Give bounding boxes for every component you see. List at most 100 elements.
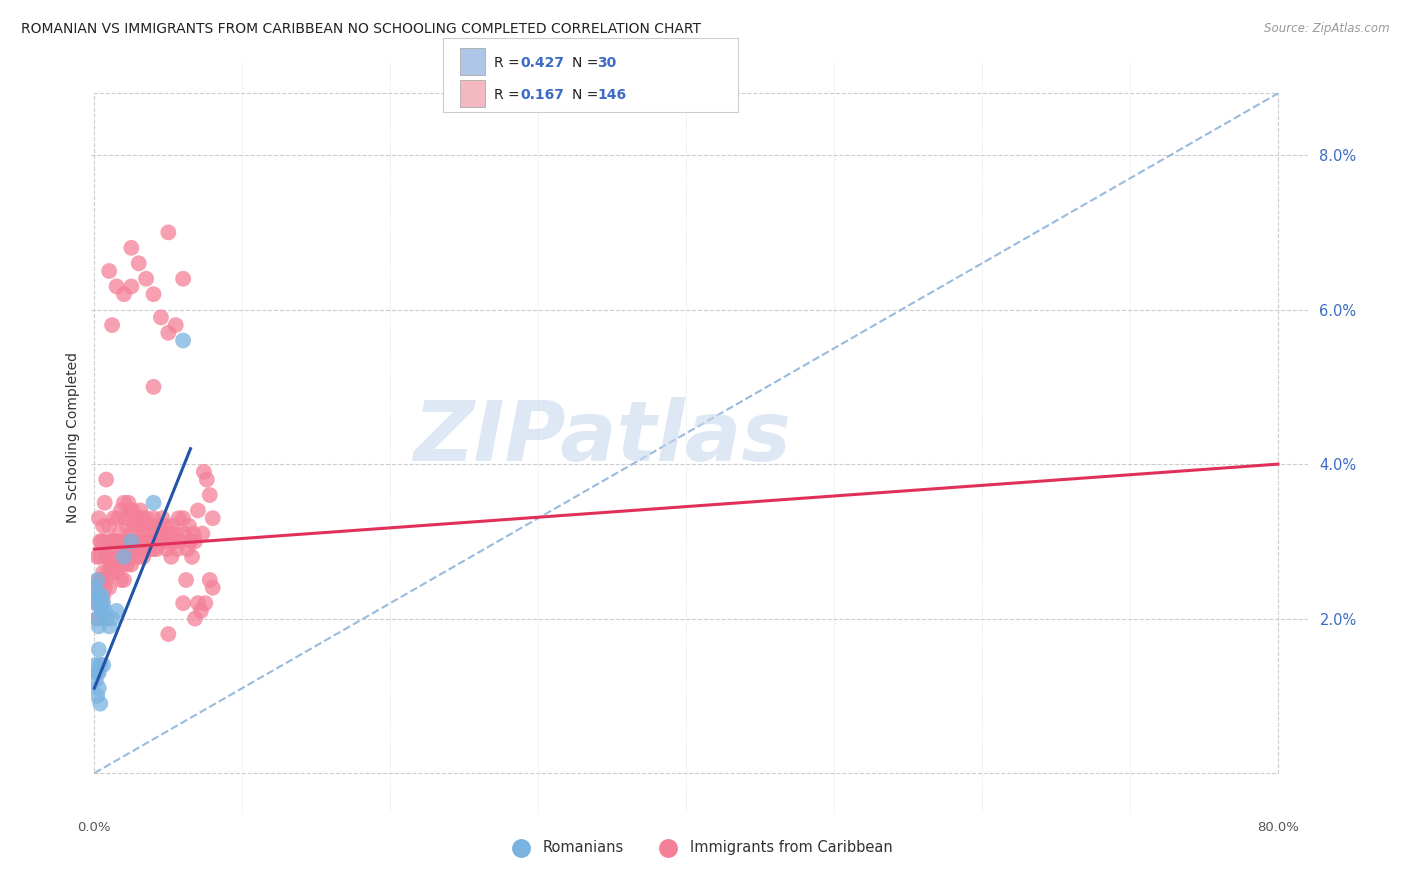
Point <box>134 534 156 549</box>
Point <box>84 657 107 672</box>
Point <box>145 542 167 557</box>
Point <box>148 534 170 549</box>
Point <box>84 596 107 610</box>
Point <box>160 549 183 564</box>
Point <box>91 566 114 580</box>
Text: ZIPatlas: ZIPatlas <box>413 397 792 477</box>
Point <box>105 534 128 549</box>
Point <box>176 542 198 557</box>
Point <box>105 279 128 293</box>
Point <box>84 581 107 595</box>
Point <box>129 503 152 517</box>
Point <box>138 542 160 557</box>
Point <box>157 226 180 240</box>
Point <box>172 271 194 285</box>
Point <box>128 519 150 533</box>
Text: 30: 30 <box>598 55 617 70</box>
Text: N =: N = <box>572 55 603 70</box>
Point <box>112 496 135 510</box>
Text: ROMANIAN VS IMMIGRANTS FROM CARIBBEAN NO SCHOOLING COMPLETED CORRELATION CHART: ROMANIAN VS IMMIGRANTS FROM CARIBBEAN NO… <box>21 22 702 37</box>
Point <box>193 465 215 479</box>
Point <box>115 558 138 572</box>
Point <box>184 534 207 549</box>
Point <box>93 496 115 510</box>
Point <box>87 642 110 657</box>
Point <box>157 534 180 549</box>
Point <box>125 549 148 564</box>
Point <box>114 511 136 525</box>
Point <box>142 496 165 510</box>
Point <box>149 526 172 541</box>
Text: N =: N = <box>572 87 603 102</box>
Point <box>187 596 209 610</box>
Point <box>141 534 163 549</box>
Point <box>111 558 134 572</box>
Point <box>181 549 204 564</box>
Legend: Romanians, Immigrants from Caribbean: Romanians, Immigrants from Caribbean <box>501 834 898 861</box>
Point <box>105 604 128 618</box>
Point <box>91 589 114 603</box>
Point <box>152 511 174 525</box>
Point <box>89 657 111 672</box>
Point <box>172 596 194 610</box>
Point <box>107 558 129 572</box>
Point <box>91 596 114 610</box>
Point <box>172 334 194 348</box>
Point <box>142 287 165 301</box>
Point <box>89 596 111 610</box>
Text: 146: 146 <box>598 87 627 102</box>
Point <box>157 627 180 641</box>
Point <box>87 681 110 695</box>
Point <box>86 573 108 587</box>
Point <box>121 503 143 517</box>
Point <box>96 612 118 626</box>
Point <box>110 503 132 517</box>
Point <box>104 534 127 549</box>
Point <box>120 558 142 572</box>
Point <box>165 318 187 332</box>
Point <box>101 566 124 580</box>
Point <box>201 511 224 525</box>
Point <box>101 612 124 626</box>
Point <box>87 665 110 680</box>
Point <box>87 573 110 587</box>
Text: 0.427: 0.427 <box>520 55 564 70</box>
Point <box>90 589 112 603</box>
Point <box>96 473 118 487</box>
Point <box>108 526 131 541</box>
Point <box>124 519 146 533</box>
Point <box>104 549 127 564</box>
Point <box>135 511 157 525</box>
Point <box>125 511 148 525</box>
Point <box>110 573 132 587</box>
Point <box>90 534 112 549</box>
Point <box>101 534 124 549</box>
Point <box>198 488 221 502</box>
Point <box>100 558 122 572</box>
Point <box>90 573 112 587</box>
Point <box>120 279 142 293</box>
Point <box>163 534 186 549</box>
Point <box>87 619 110 633</box>
Point <box>91 519 114 533</box>
Point <box>173 526 195 541</box>
Point <box>156 542 179 557</box>
Point <box>159 526 181 541</box>
Point <box>89 534 111 549</box>
Point <box>115 519 138 533</box>
Point <box>129 542 152 557</box>
Point <box>103 558 125 572</box>
Point <box>90 596 112 610</box>
Point <box>139 519 162 533</box>
Text: R =: R = <box>494 87 523 102</box>
Point <box>100 534 122 549</box>
Point <box>96 573 118 587</box>
Point <box>84 596 107 610</box>
Point <box>86 549 108 564</box>
Point <box>131 511 153 525</box>
Point <box>149 310 172 325</box>
Point <box>191 526 214 541</box>
Point <box>169 534 191 549</box>
Point <box>87 511 110 525</box>
Y-axis label: No Schooling Completed: No Schooling Completed <box>66 351 80 523</box>
